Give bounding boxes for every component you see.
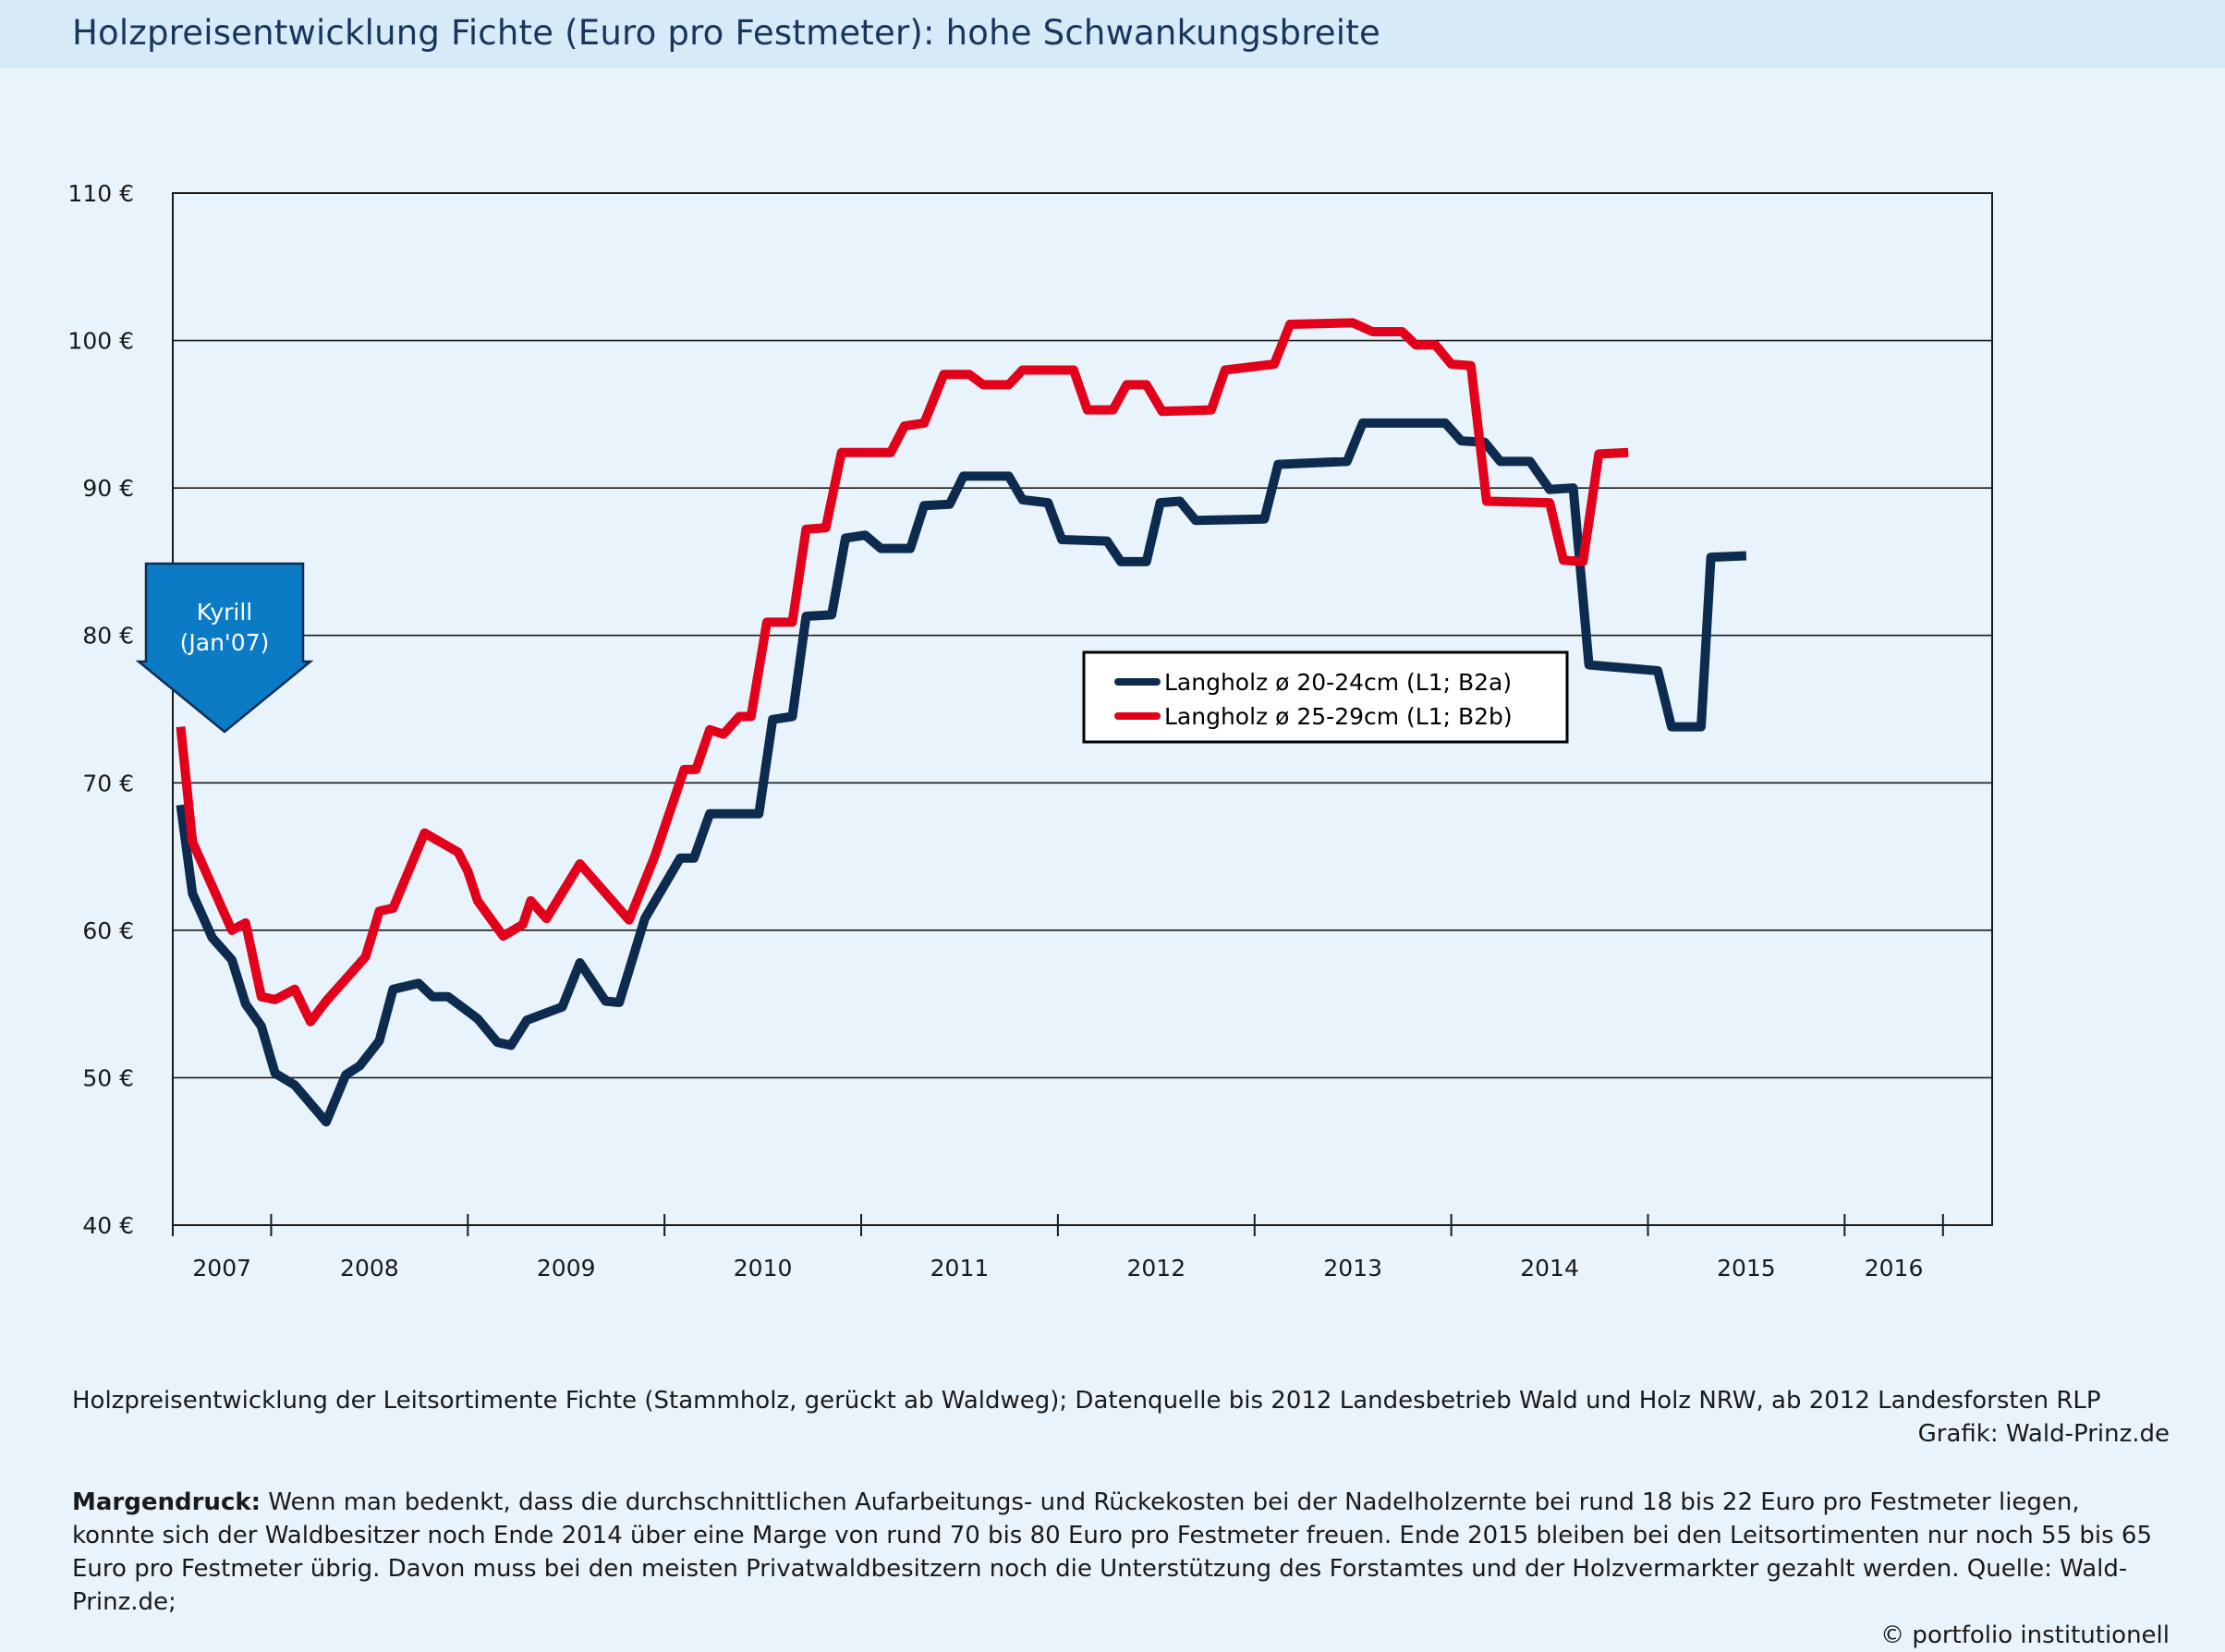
annotation-line-2: (Jan'07) (180, 629, 270, 656)
x-tick-label: 2010 (734, 1255, 793, 1282)
x-tick-label: 2014 (1520, 1255, 1579, 1282)
x-tick-label: 2013 (1323, 1255, 1382, 1282)
series-line-1 (176, 418, 1747, 1127)
plot-frame (172, 192, 1993, 1226)
series-layer (176, 318, 1747, 1127)
y-tick-label: 70 € (82, 770, 134, 796)
caption-text: Holzpreisentwicklung der Leitsortimente … (72, 1387, 2101, 1415)
y-tick-label: 90 € (82, 475, 134, 502)
note-paragraph: Margendruck: Wenn man bedenkt, dass die … (72, 1486, 2170, 1619)
x-tick-label: 2015 (1717, 1255, 1776, 1282)
chart-title: Holzpreisentwicklung Fichte (Euro pro Fe… (72, 13, 1380, 53)
x-tick-label: 2009 (537, 1255, 596, 1282)
legend-label-series-2: Langholz ø 25-29cm (L1; B2b) (1164, 703, 1513, 730)
note-copyright: © portfolio institutionell (1880, 1622, 2170, 1649)
x-tick-label: 2016 (1865, 1255, 1924, 1282)
note: Margendruck: Wenn man bedenkt, dass die … (72, 1486, 2170, 1652)
x-tick-label: 2011 (930, 1255, 990, 1282)
note-text: Wenn man bedenkt, dass die durchschnittl… (72, 1488, 2152, 1583)
legend: Langholz ø 20-24cm (L1; B2a) Langholz ø … (1082, 650, 1569, 744)
y-tick-label: 40 € (82, 1212, 134, 1239)
legend-label-series-1: Langholz ø 20-24cm (L1; B2a) (1164, 669, 1512, 696)
down-arrow-icon (135, 562, 314, 734)
legend-box (1082, 650, 1569, 744)
note-lead: Margendruck: (72, 1488, 261, 1516)
x-tick-label: 2007 (192, 1255, 251, 1282)
title-bar: Holzpreisentwicklung Fichte (Euro pro Fe… (0, 0, 2225, 68)
grid-layer (173, 192, 1992, 1226)
y-tick-label: 100 € (67, 328, 134, 355)
x-tick-label: 2008 (340, 1255, 399, 1282)
series-line-2 (176, 318, 1629, 1026)
axis-layer: 40 € 50 € 60 € 70 € 80 € 90 € 100 € 110 € 2007 20… (67, 180, 1993, 1282)
y-tick-label: 110 € (67, 180, 134, 207)
note-source: Quelle: Wald-Prinz.de; (72, 1555, 2128, 1616)
caption: Holzpreisentwicklung der Leitsortimente … (72, 1384, 2170, 1451)
y-tick-label: 80 € (82, 623, 134, 650)
kyrill-annotation: Kyrill (Jan'07) (135, 562, 314, 734)
annotation-line-1: Kyrill (197, 599, 253, 626)
y-tick-label: 60 € (82, 917, 134, 944)
caption-credit: Grafik: Wald-Prinz.de (1917, 1420, 2170, 1448)
x-tick-label: 2012 (1127, 1255, 1186, 1282)
y-tick-label: 50 € (82, 1064, 134, 1091)
